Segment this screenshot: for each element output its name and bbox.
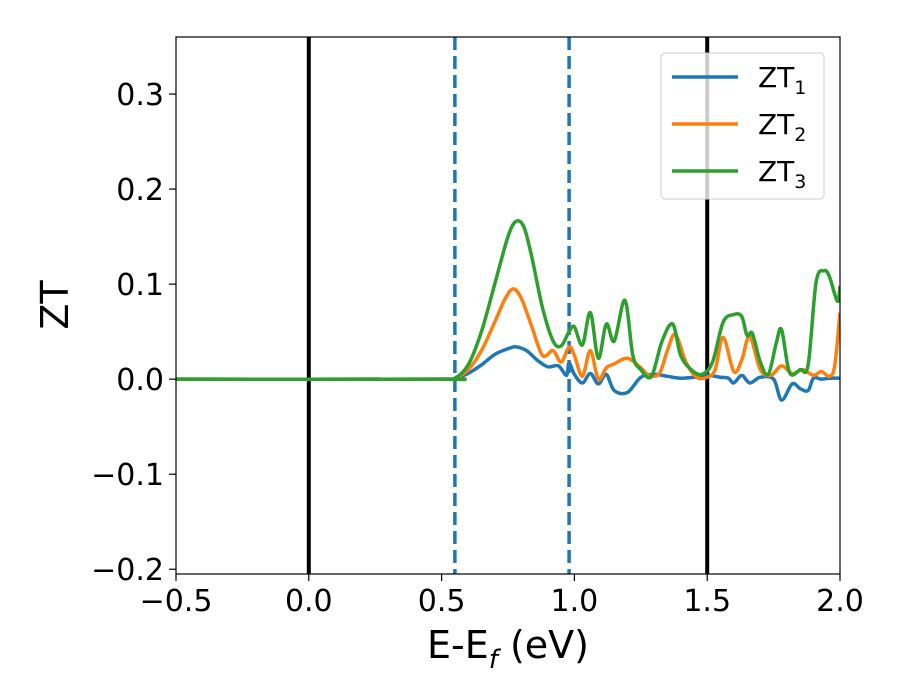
plot-frame [175,36,841,575]
x-axis-ticks: −0.5 0.0 0.5 1.0 1.5 2.0 [140,574,864,619]
reference-lines [306,37,710,574]
legend-label-main: ZT [758,155,795,188]
x-tick-label: 1.5 [683,584,731,619]
x-tick-label: 2.0 [816,584,864,619]
legend-label-sub: 3 [794,171,806,193]
legend-label-main: ZT [758,61,795,94]
legend-label: ZT3 [758,155,806,193]
series-line-zt2 [176,287,840,382]
x-tick-label: −0.5 [140,584,213,619]
legend-box [660,52,825,200]
series-line-zt3 [176,219,840,382]
y-axis-ticks: −0.2 −0.1 0.0 0.1 0.2 0.3 [91,78,176,588]
x-tick-label: 0.0 [285,584,333,619]
y-tick-label: −0.2 [91,553,164,588]
y-tick-label: 0.3 [116,78,164,113]
legend-label: ZT1 [758,61,806,99]
y-tick-label: −0.1 [91,458,164,493]
series-line-zt1 [176,345,840,402]
y-tick-label: 0.0 [116,363,164,398]
y-tick-label: 0.2 [116,173,164,208]
x-tick-label: 0.5 [418,584,466,619]
series-lines [176,219,840,402]
x-tick-label: 1.0 [551,584,599,619]
legend-label: ZT2 [758,108,806,146]
legend-label-sub: 2 [794,124,806,146]
y-axis-title: ZT [33,280,77,330]
y-tick-label: 0.1 [116,268,164,303]
x-axis-title: E-Ef (eV) [427,623,589,675]
x-axis-title-unit: (eV) [498,623,589,667]
legend-label-sub: 1 [794,77,806,99]
legend-label-main: ZT [758,108,795,141]
x-axis-title-main: E-E [427,623,489,667]
